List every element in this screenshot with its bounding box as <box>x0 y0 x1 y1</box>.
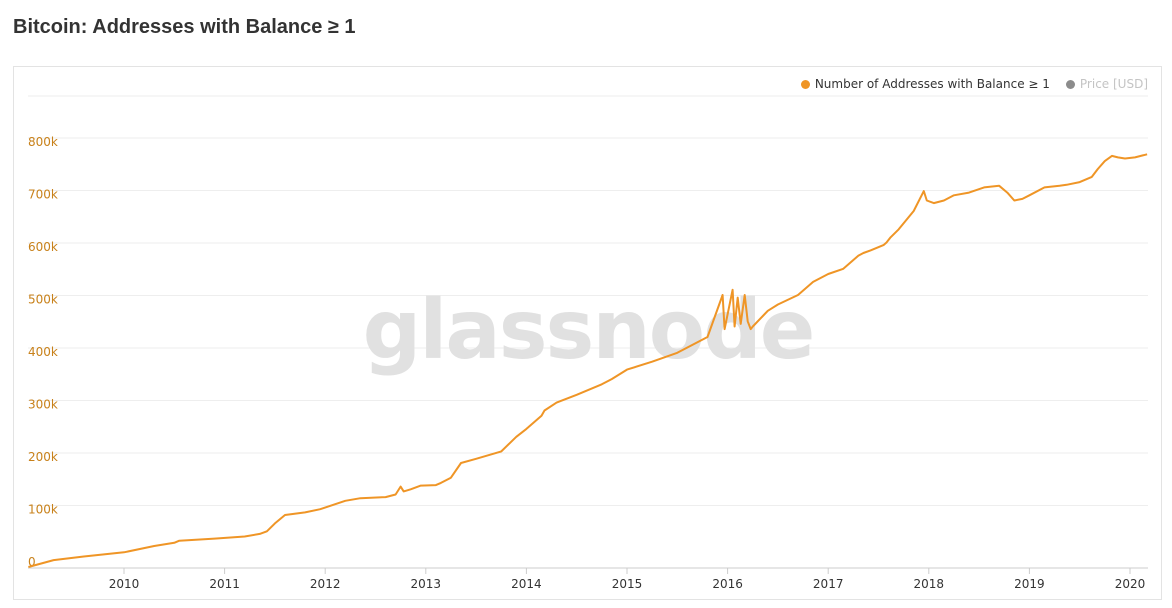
x-axis: 2010 2011 2012 2013 2014 2015 2016 2017 2018 2019… <box>109 568 1146 591</box>
y-tick-label: 500k <box>28 293 58 307</box>
chart-card <box>13 66 1162 600</box>
x-tick-label: 2011 <box>209 577 240 591</box>
legend: Number of Addresses with Balance ≥ 1 Pri… <box>785 77 1148 91</box>
page-title: Bitcoin: Addresses with Balance ≥ 1 <box>13 16 356 38</box>
grid-lines <box>28 95 1148 569</box>
y-tick-label: 200k <box>28 450 58 464</box>
x-tick-label: 2014 <box>511 577 542 591</box>
x-tick-label: 2015 <box>612 577 643 591</box>
legend-item-addresses[interactable]: Number of Addresses with Balance ≥ 1 <box>800 77 1050 91</box>
y-tick-label: 700k <box>28 188 58 202</box>
y-tick-label: 100k <box>28 503 58 517</box>
x-tick-label: 2016 <box>712 577 743 591</box>
legend-dot-icon <box>1065 79 1075 89</box>
y-tick-label: 600k <box>28 240 58 254</box>
series-layer <box>28 153 1148 568</box>
x-tick-label: 2013 <box>411 577 442 591</box>
y-tick-label: 400k <box>28 345 58 359</box>
y-tick-label: 800k <box>28 135 58 149</box>
legend-label-price: Price [USD] <box>1079 77 1148 91</box>
y-tick-label: 300k <box>28 398 58 412</box>
legend-item-price[interactable]: Price [USD] <box>1065 77 1148 91</box>
y-tick-label: 0 <box>28 555 36 569</box>
watermark-logo: glassnode <box>363 283 814 378</box>
x-tick-label: 2010 <box>109 577 140 591</box>
x-tick-label: 2012 <box>310 577 341 591</box>
x-tick-label: 2019 <box>1014 577 1045 591</box>
legend-dot-icon <box>800 79 810 89</box>
x-tick-label: 2020 <box>1115 577 1146 591</box>
legend-label-addresses: Number of Addresses with Balance ≥ 1 <box>814 77 1050 91</box>
series-line-addresses[interactable] <box>28 153 1148 568</box>
y-axis: 0 100k 200k 300k 400k 500k 600k 700k 800k <box>28 135 58 569</box>
x-tick-label: 2018 <box>914 577 945 591</box>
x-tick-label: 2017 <box>813 577 844 591</box>
